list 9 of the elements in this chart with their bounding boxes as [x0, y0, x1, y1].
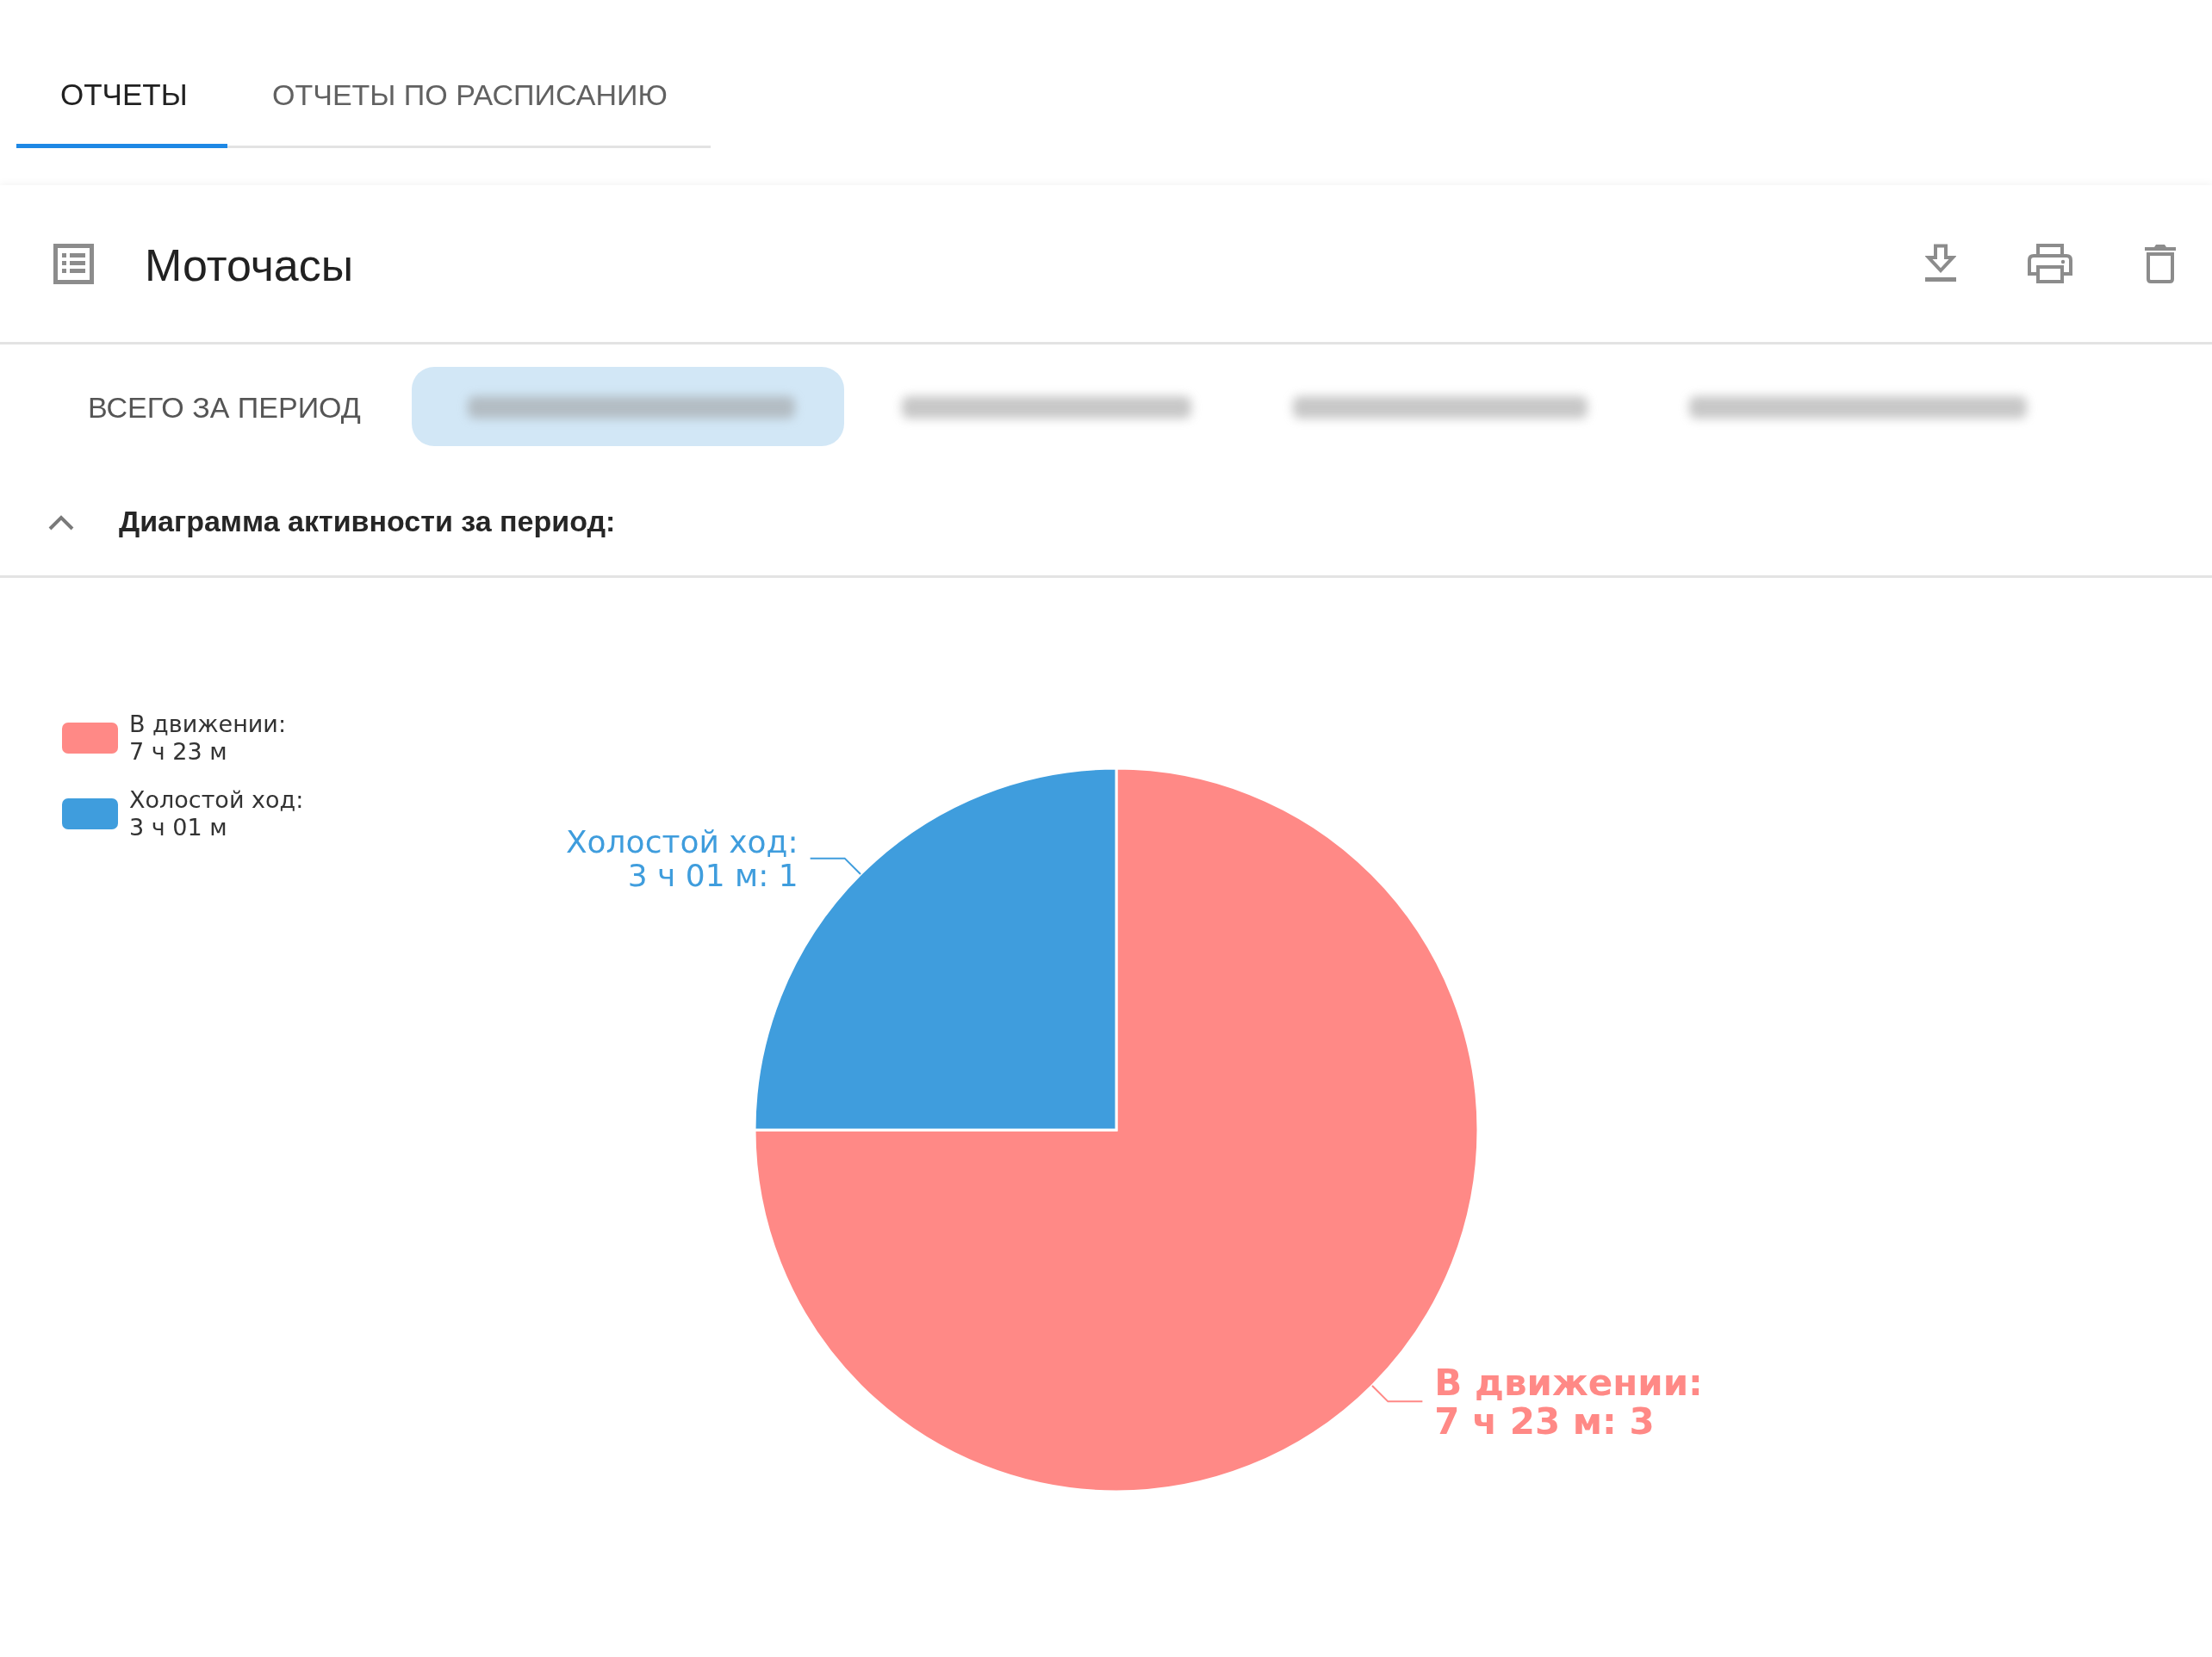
category-label: В движении: 7 ч 23 м: 3: [1434, 1361, 1703, 1443]
category-label: Холостой ход: 3 ч 01 м: 1: [565, 823, 798, 893]
text: ОТЧЕТЫ: [60, 78, 188, 111]
text: ВСЕГО ЗА ПЕРИОД: [88, 391, 361, 424]
chart-title: Моточасы: [145, 240, 354, 290]
chart-subtitle: Диаграмма активности за период:: [119, 505, 616, 537]
text: ОТЧЕТЫ ПО РАСПИСАНИЮ: [272, 78, 668, 111]
legend-label: Холостой ход: 3 ч 01 м: [129, 786, 304, 841]
legend-label: В движении: 7 ч 23 м: [129, 711, 287, 766]
